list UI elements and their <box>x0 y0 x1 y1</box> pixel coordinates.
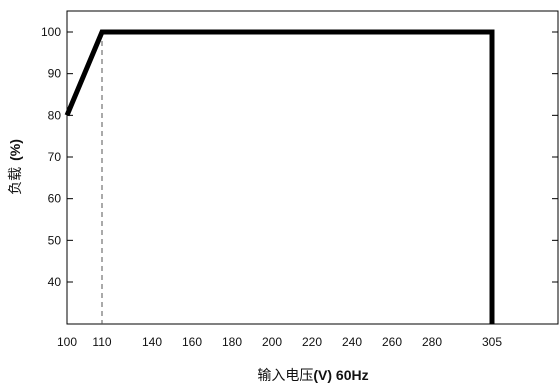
x-tick-label: 280 <box>422 335 442 349</box>
y-tick-label: 70 <box>48 150 62 164</box>
x-tick-label: 240 <box>342 335 362 349</box>
y-tick-label: 100 <box>41 25 61 39</box>
y-tick-label: 60 <box>48 192 62 206</box>
x-tick-label: 160 <box>182 335 202 349</box>
y-tick-label: 80 <box>48 108 62 122</box>
x-tick-label: 140 <box>142 335 162 349</box>
y-tick-label: 50 <box>48 233 62 247</box>
x-axis-title: 输入电压(V) 60Hz <box>257 367 368 384</box>
x-tick-label: 260 <box>382 335 402 349</box>
y-tick-label: 40 <box>48 275 62 289</box>
y-axis-title: 负载(%) <box>7 139 24 195</box>
series-line <box>64 29 495 324</box>
y-tick-labels: 40 50 60 70 80 90 100 <box>41 25 61 289</box>
x-tick-label: 110 <box>92 335 111 349</box>
x-tick-label: 180 <box>222 335 242 349</box>
y-tick-label: 90 <box>48 67 62 81</box>
plot-frame <box>66 10 559 325</box>
x-tick-label: 305 <box>482 335 502 349</box>
x-tick-label: 200 <box>262 335 282 349</box>
x-tick-label: 220 <box>302 335 322 349</box>
ticks-layer <box>67 31 558 283</box>
x-tick-label: 100 <box>57 335 77 349</box>
x-tick-labels: 100 110 140 160 180 200 220 240 260 280 305 <box>57 335 502 349</box>
